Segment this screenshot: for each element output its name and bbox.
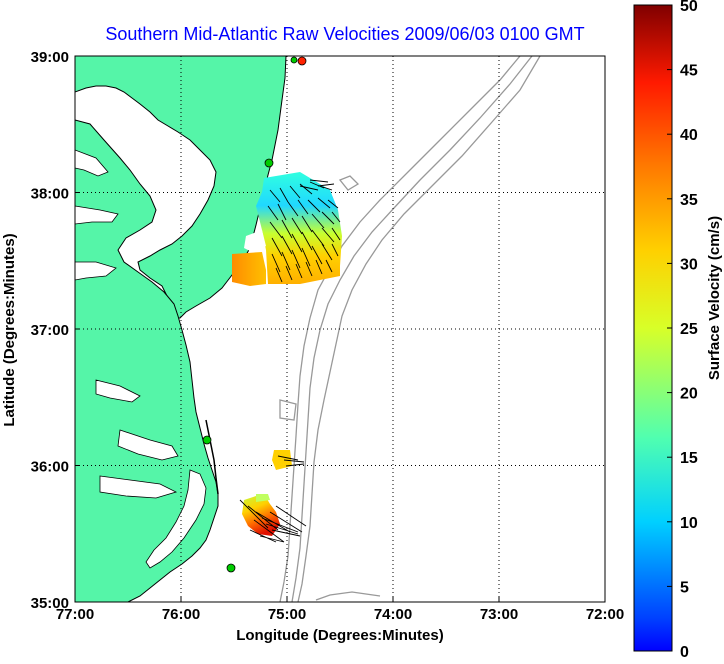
- site-marker: [264, 158, 274, 168]
- site-marker: [226, 563, 236, 573]
- colorbar-tick: 10: [680, 515, 698, 532]
- y-tick-label: 38:00: [31, 186, 69, 203]
- y-axis-label: Latitude (Degrees:Minutes): [1, 233, 18, 426]
- y-tick-label: 37:00: [31, 322, 69, 339]
- colorbar-tick: 45: [680, 63, 698, 80]
- site-markers: [202, 56, 307, 573]
- water-body: [117, 429, 179, 461]
- water-body: [95, 379, 141, 403]
- colorbar-tick: 0: [680, 644, 689, 659]
- water-body: [145, 469, 207, 569]
- x-tick-label: 72:00: [586, 606, 624, 623]
- site-marker: [202, 435, 212, 445]
- site-marker: [290, 56, 298, 64]
- colorbar-tick: 25: [680, 321, 698, 338]
- x-tick-label: 75:00: [268, 606, 306, 623]
- map-plot-area: [75, 56, 605, 602]
- colorbar-tick: 15: [680, 450, 698, 467]
- colorbar-tick: 30: [680, 256, 698, 273]
- colorbar-tick: 35: [680, 192, 698, 209]
- colorbar: 50 45 40 35 30 25 20 15 10 5 0 Surface V…: [633, 0, 723, 661]
- colorbar-label: Surface Velocity (cm/s): [706, 216, 723, 380]
- water-body: [75, 261, 117, 281]
- site-marker: [297, 56, 307, 66]
- x-axis-ticks: 77:00 76:00 75:00 74:00 73:00 72:00: [56, 606, 624, 623]
- colorbar-tick: 5: [680, 579, 689, 596]
- y-tick-label: 35:00: [31, 595, 69, 612]
- barrier-island: [205, 419, 219, 495]
- x-axis-label: Longitude (Degrees:Minutes): [236, 627, 444, 644]
- velocity-vectors: [239, 179, 341, 543]
- map-title: Southern Mid-Atlantic Raw Velocities 200…: [105, 24, 584, 44]
- map-grid: [75, 56, 605, 602]
- colorbar-tick: 20: [680, 386, 698, 403]
- water-body: [75, 149, 109, 177]
- land-mass: [75, 56, 287, 319]
- y-tick-label: 36:00: [31, 459, 69, 476]
- y-axis-ticks: 39:00 38:00 37:00 36:00 35:00: [31, 49, 69, 612]
- x-tick-label: 74:00: [374, 606, 412, 623]
- colorbar-tick: 50: [680, 0, 698, 15]
- x-tick-label: 76:00: [162, 606, 200, 623]
- x-tick-label: 73:00: [480, 606, 518, 623]
- water-body: [99, 475, 178, 499]
- x-tick-label: 77:00: [56, 606, 94, 623]
- y-tick-label: 39:00: [31, 49, 69, 66]
- colorbar-tick: 40: [680, 127, 698, 144]
- colorbar-gradient: [633, 4, 673, 652]
- water-body: [75, 205, 119, 225]
